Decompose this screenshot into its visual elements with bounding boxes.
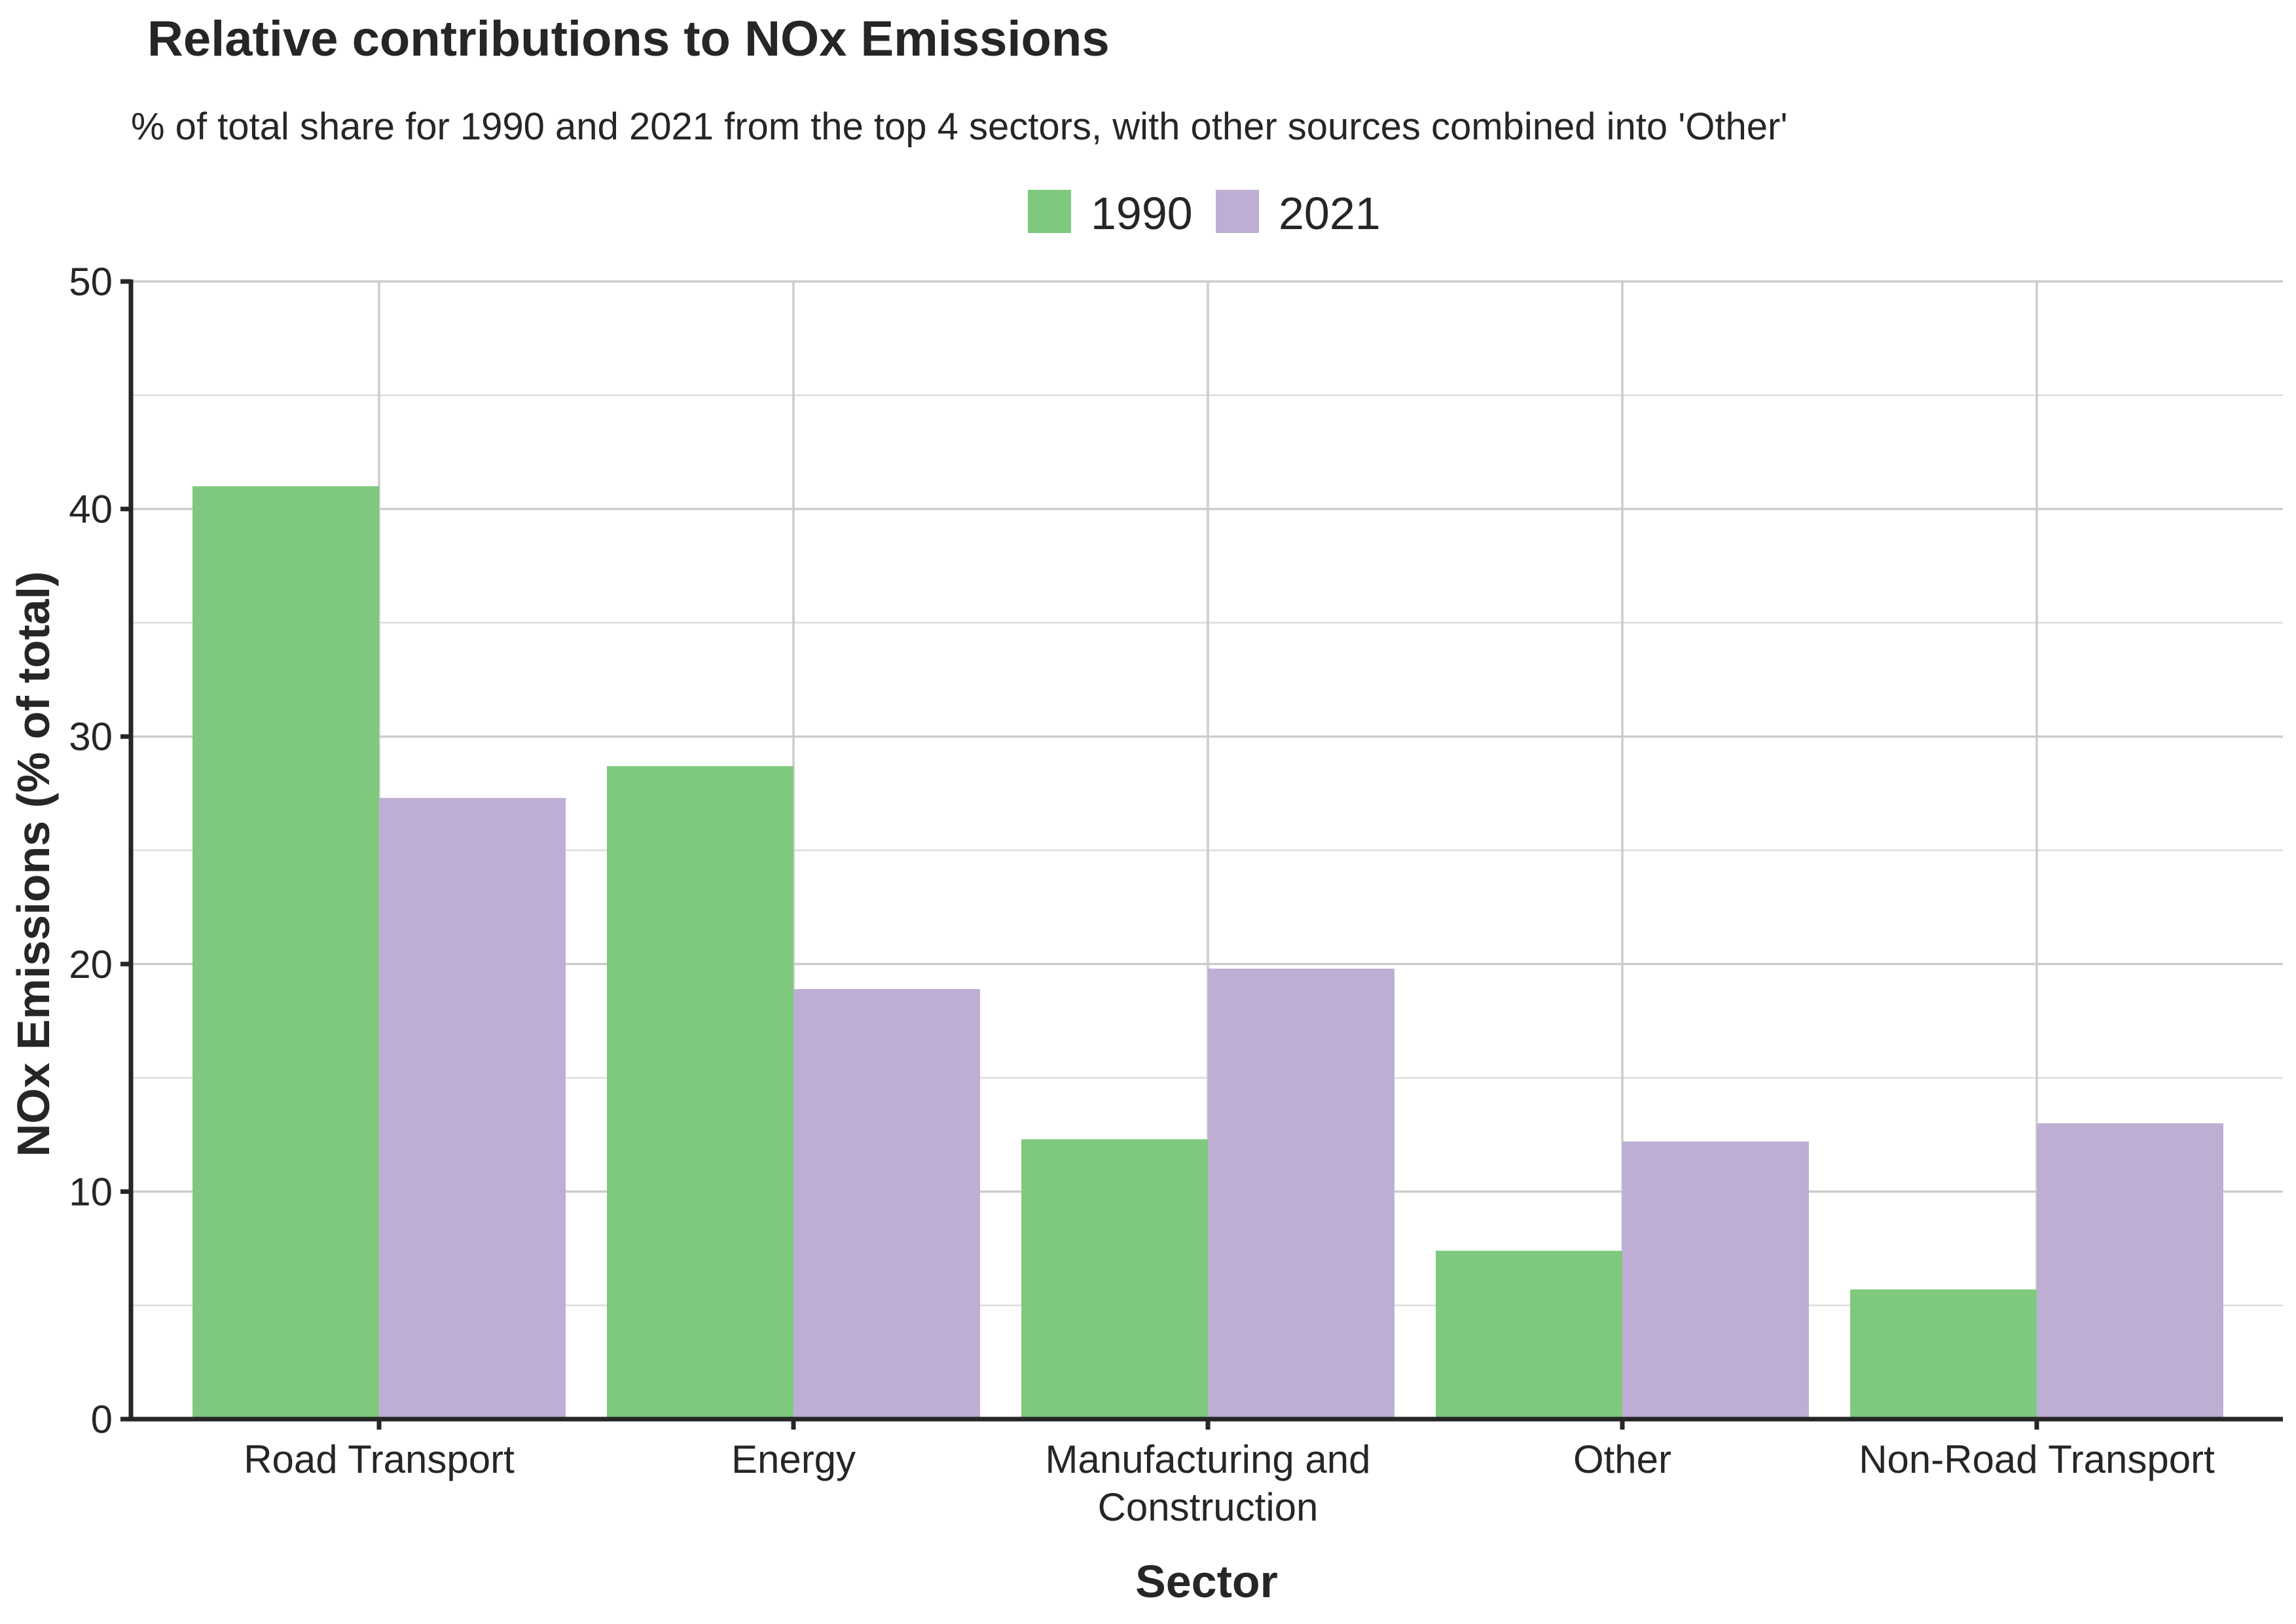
y-tick-label: 0: [91, 1398, 113, 1441]
tick-labels: 0 10 20 30 40 50 Road Transport Energy Manufactu…: [69, 260, 2215, 1529]
bar-1990-2: [1021, 1139, 1208, 1419]
legend-swatch-2021: [1216, 190, 1259, 233]
x-tick-label: Manufacturing and: [1046, 1437, 1371, 1481]
chart-subtitle: % of total share for 1990 and 2021 from …: [131, 105, 1787, 148]
chart-title: Relative contributions to NOx Emissions: [147, 11, 1110, 67]
x-axis-label: Sector: [1135, 1556, 1278, 1607]
x-tick-label: Non-Road Transport: [1859, 1437, 2215, 1481]
x-tick-label: Construction: [1098, 1485, 1319, 1529]
x-tick-label: Other: [1573, 1437, 1671, 1481]
x-tick-label: Energy: [731, 1437, 856, 1481]
legend-label-2021: 2021: [1279, 188, 1381, 239]
y-tick-label: 40: [69, 488, 113, 532]
y-tick-label: 20: [69, 943, 113, 986]
legend: 1990 2021: [1028, 188, 1381, 239]
bar-2021-4: [2037, 1123, 2223, 1419]
y-tick-label: 30: [69, 715, 113, 759]
bar-1990-4: [1850, 1289, 2037, 1419]
y-tick-label: 50: [69, 260, 113, 304]
legend-swatch-1990: [1028, 190, 1071, 233]
bars: [192, 486, 2223, 1419]
y-tick-label: 10: [69, 1170, 113, 1214]
axes: [120, 279, 2283, 1430]
bar-2021-0: [379, 798, 566, 1419]
x-tick-label: Road Transport: [244, 1437, 515, 1481]
bar-2021-1: [793, 989, 980, 1419]
bar-2021-2: [1208, 968, 1394, 1419]
bar-2021-3: [1622, 1141, 1809, 1419]
legend-label-1990: 1990: [1091, 188, 1193, 239]
bar-1990-3: [1436, 1250, 1622, 1419]
bar-1990-1: [607, 766, 793, 1419]
y-axis-label: NOx Emissions (% of total): [8, 571, 59, 1157]
bar-1990-0: [192, 486, 379, 1419]
